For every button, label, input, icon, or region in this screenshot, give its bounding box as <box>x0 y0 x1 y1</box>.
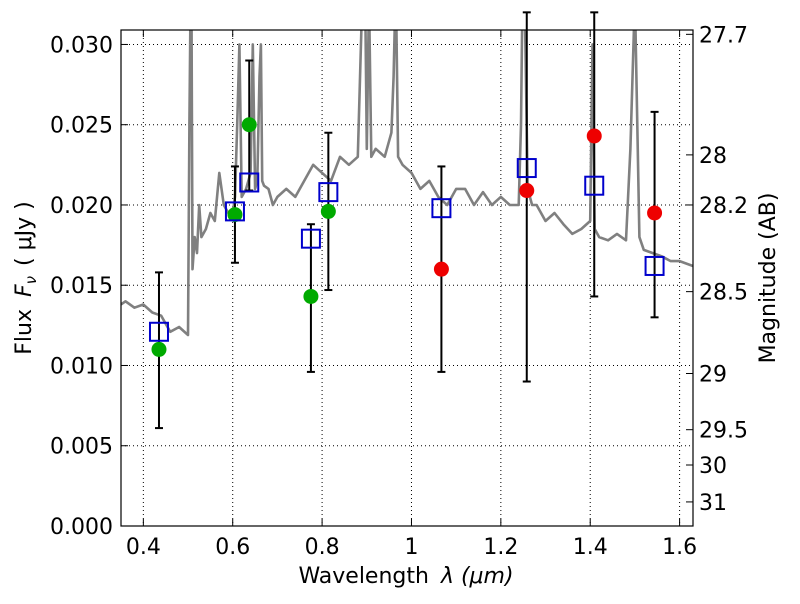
y-tick-label: 0.025 <box>50 114 113 139</box>
model-spectrum <box>121 30 693 337</box>
flux-point-green <box>241 117 257 133</box>
model-photometry-square <box>300 228 321 249</box>
y-tick-label: 0.030 <box>50 33 113 58</box>
x-tick-label: 1.6 <box>662 535 697 560</box>
model-photometry-square <box>148 321 169 342</box>
x-tick-label: 0.8 <box>305 535 340 560</box>
model-photometry-square <box>644 255 665 276</box>
flux-point-green <box>320 203 336 219</box>
flux-point-green <box>303 288 319 304</box>
x-tick-label: 0.6 <box>215 535 250 560</box>
x-tick-label: 1.4 <box>573 535 608 560</box>
model-photometry-square <box>516 158 537 179</box>
y-tick-label: 0.015 <box>50 274 113 299</box>
data-markers <box>148 117 665 357</box>
y2-tick-label: 27.7 <box>699 23 748 48</box>
plot-frame <box>120 29 694 527</box>
flux-point-red <box>647 205 663 221</box>
x-axis-title: Wavelength λ (μm) <box>298 564 513 589</box>
x-tick-label: 0.4 <box>126 535 161 560</box>
y-tick-label: 0.010 <box>50 354 113 379</box>
y2-tick-label: 31 <box>699 491 727 516</box>
y2-tick-label: 28.5 <box>699 281 748 306</box>
y2-tick-label: 30 <box>699 454 727 479</box>
y2-axis-title: Magnitude (AB) <box>756 193 781 364</box>
flux-point-red <box>433 261 449 277</box>
x-tick-label: 1 <box>404 535 418 560</box>
y-axis-title: FluxFν( μJy ) <box>12 201 40 354</box>
y-tick-label: 0.005 <box>50 435 113 460</box>
flux-point-red <box>519 183 535 199</box>
model-photometry-square <box>318 182 339 203</box>
model-photometry-square <box>431 198 452 219</box>
model-photometry-square <box>584 175 605 196</box>
model-photometry-square <box>239 172 260 193</box>
x-tick-label: 1.2 <box>483 535 518 560</box>
flux-point-green <box>151 341 167 357</box>
flux-point-red <box>586 128 602 144</box>
y-tick-label: 0.020 <box>50 194 113 219</box>
y2-tick-label: 29.5 <box>699 419 748 444</box>
model-photometry-square <box>224 201 245 222</box>
y2-tick-label: 29 <box>699 363 727 388</box>
ticks: 0.4 0.6 0.8 1 1.2 1.4 1.6 0.000 0.005 0.010 0.015 0… <box>50 23 748 560</box>
y2-tick-label: 28.2 <box>699 194 748 219</box>
flux-point-green <box>227 207 243 223</box>
model-spectrum-line <box>121 30 693 337</box>
y-tick-label: 0.000 <box>50 515 113 540</box>
y2-tick-label: 28 <box>699 144 727 169</box>
